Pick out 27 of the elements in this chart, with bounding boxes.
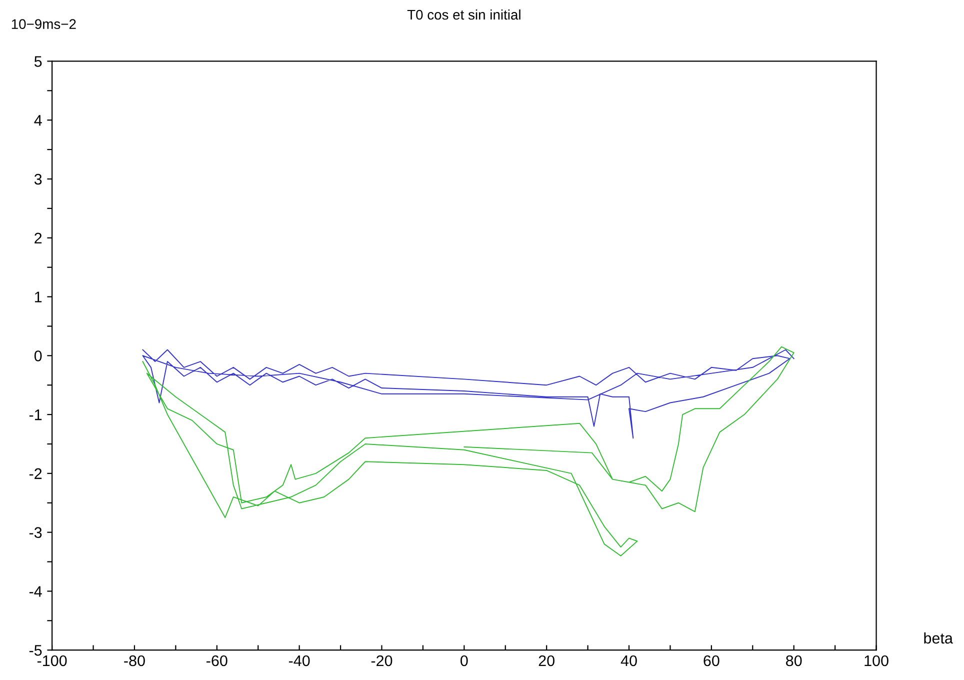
x-tick-label: -100 bbox=[37, 655, 67, 666]
x-tick-label: 40 bbox=[620, 655, 637, 666]
y-axis-title: 10−9ms−2 bbox=[12, 19, 76, 30]
y-tick-label: 0 bbox=[34, 350, 42, 362]
x-tick-label: -40 bbox=[288, 655, 310, 666]
y-tick-label: -1 bbox=[29, 410, 42, 420]
x-axis-title: beta bbox=[924, 632, 953, 644]
y-tick-label: 2 bbox=[34, 232, 42, 244]
line-series bbox=[142, 349, 794, 439]
x-tick-label: 0 bbox=[460, 655, 468, 666]
x-tick-label: -20 bbox=[371, 655, 392, 666]
x-tick-label: -80 bbox=[124, 655, 145, 666]
y-tick-label: -5 bbox=[29, 645, 42, 656]
x-tick-label: 20 bbox=[538, 655, 554, 666]
chart-title: T0 cos et sin initial bbox=[407, 9, 520, 20]
x-tick-label: -60 bbox=[206, 655, 228, 666]
y-tick-label: 3 bbox=[34, 174, 42, 185]
line-series bbox=[142, 346, 794, 556]
x-tick-label: 80 bbox=[786, 655, 802, 666]
y-tick-label: 4 bbox=[34, 115, 42, 126]
y-tick-label: 5 bbox=[34, 56, 42, 67]
y-tick-label: -3 bbox=[29, 527, 42, 538]
y-tick-label: 1 bbox=[35, 292, 42, 302]
x-tick-label: 100 bbox=[864, 655, 888, 666]
y-tick-label: -2 bbox=[29, 468, 42, 479]
y-tick-label: -4 bbox=[29, 586, 42, 597]
x-tick-label: 60 bbox=[704, 655, 720, 666]
